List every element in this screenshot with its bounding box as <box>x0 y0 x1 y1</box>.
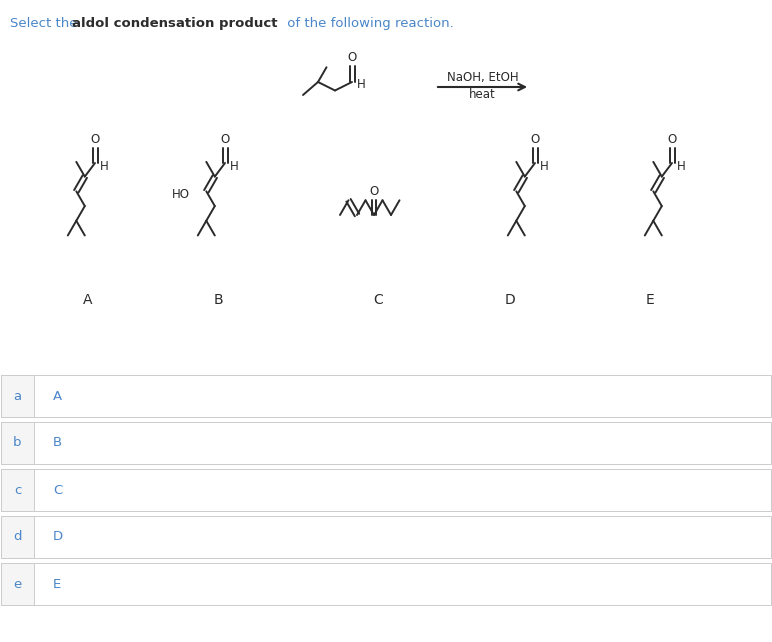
Text: aldol condensation product: aldol condensation product <box>72 17 277 30</box>
Text: H: H <box>229 159 239 173</box>
Text: a: a <box>13 390 22 403</box>
Bar <box>1 563 771 605</box>
Text: d: d <box>13 530 22 544</box>
Bar <box>1 469 34 511</box>
Bar <box>1 469 771 511</box>
Text: b: b <box>13 437 22 449</box>
Text: O: O <box>667 133 676 146</box>
Text: O: O <box>347 51 357 64</box>
Text: H: H <box>676 159 686 173</box>
Text: H: H <box>100 159 108 173</box>
Text: HO: HO <box>172 188 191 201</box>
Text: H: H <box>357 78 365 91</box>
Bar <box>1 375 34 417</box>
Text: D: D <box>505 293 516 307</box>
Bar <box>1 375 771 417</box>
Text: C: C <box>373 293 383 307</box>
Text: C: C <box>53 483 63 496</box>
Text: D: D <box>53 530 63 544</box>
Bar <box>1 422 771 464</box>
Text: NaOH, EtOH: NaOH, EtOH <box>447 71 518 83</box>
Bar <box>1 516 771 558</box>
Text: B: B <box>53 437 62 449</box>
Text: A: A <box>83 293 93 307</box>
Text: B: B <box>213 293 223 307</box>
Text: e: e <box>13 578 22 591</box>
Text: O: O <box>90 133 100 146</box>
Text: E: E <box>53 578 61 591</box>
Text: E: E <box>645 293 655 307</box>
Text: O: O <box>220 133 229 146</box>
Text: O: O <box>369 185 378 198</box>
Text: A: A <box>53 390 62 403</box>
Text: Select the: Select the <box>10 17 82 30</box>
Text: c: c <box>14 483 21 496</box>
Bar <box>1 422 34 464</box>
Bar <box>1 516 34 558</box>
Text: of the following reaction.: of the following reaction. <box>283 17 454 30</box>
Bar <box>1 563 34 605</box>
Text: heat: heat <box>469 89 496 101</box>
Text: O: O <box>530 133 540 146</box>
Text: H: H <box>540 159 548 173</box>
